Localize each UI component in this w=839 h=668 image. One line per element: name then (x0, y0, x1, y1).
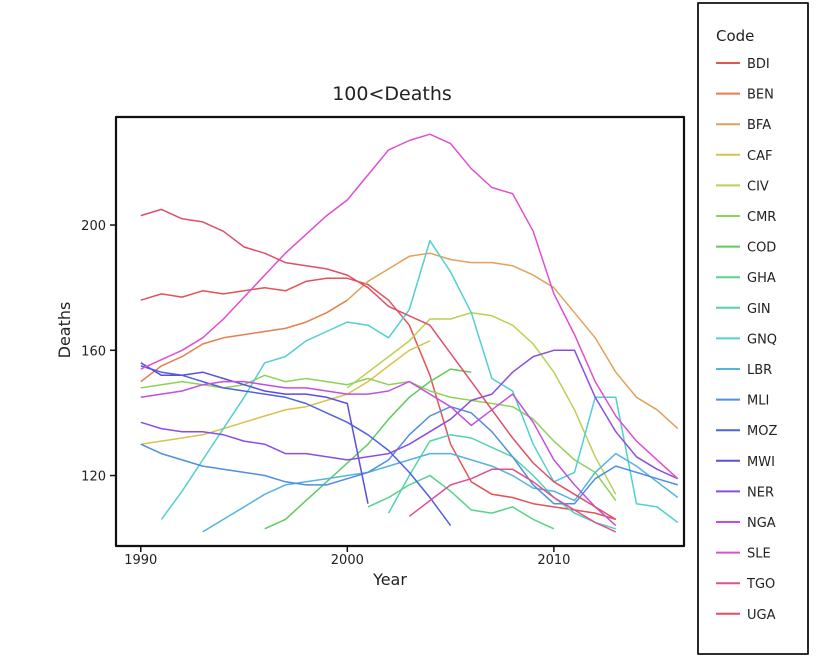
y-tick-label: 200 (81, 219, 106, 234)
series-line-uga (140, 208, 617, 521)
series-line-civ (346, 311, 617, 495)
legend-label-cmr: CMR (747, 210, 776, 225)
series-line-nga (140, 380, 617, 527)
chart-title: 100<Deaths (332, 83, 452, 105)
series-line-sle (140, 133, 679, 480)
y-axis-label: Deaths (55, 302, 74, 359)
series-line-caf (140, 340, 431, 445)
legend-label-bdi: BDI (747, 57, 770, 72)
legend-label-mli: MLI (747, 394, 769, 409)
series-line-tgo (408, 468, 617, 533)
series-line-bdi (140, 277, 617, 521)
series-line-cmr (140, 374, 617, 502)
legend-label-uga: UGA (747, 608, 776, 623)
legend-label-gin: GIN (747, 302, 771, 317)
y-tick-label: 160 (81, 344, 106, 359)
legend-label-caf: CAF (747, 149, 772, 164)
legend-label-moz: MOZ (747, 424, 777, 439)
legend-label-gha: GHA (747, 271, 776, 286)
legend-label-ben: BEN (747, 88, 774, 103)
x-tick-label: 2000 (331, 553, 364, 568)
legend-label-mwi: MWI (747, 455, 775, 470)
legend-label-lbr: LBR (747, 363, 772, 378)
x-axis-label: Year (372, 570, 407, 589)
axis-ticks: 1990 2000 2010 120 160 200 (81, 219, 570, 568)
series-line-gin (387, 434, 617, 530)
series-line-gha (367, 474, 555, 530)
series-line-lbr (202, 452, 679, 533)
legend-label-ner: NER (747, 485, 774, 500)
legend-label-gnq: GNQ (747, 332, 777, 347)
legend-label-civ: CIV (747, 179, 769, 194)
legend-label-bfa: BFA (747, 118, 771, 133)
series-lines (140, 133, 679, 533)
x-tick-label: 2010 (537, 553, 570, 568)
series-line-mli (140, 405, 679, 505)
legend-label-cod: COD (747, 241, 776, 256)
plot-frame (114, 115, 686, 548)
legend-label-tgo: TGO (746, 577, 775, 592)
y-tick-label: 120 (81, 470, 106, 485)
legend-label-sle: SLE (747, 547, 771, 562)
series-line-ben (140, 299, 348, 383)
series-line-mwi (140, 362, 369, 504)
x-tick-label: 1990 (124, 553, 157, 568)
series-line-cod (264, 368, 472, 530)
legend-title: Code (716, 27, 754, 45)
series-line-moz (140, 365, 452, 527)
legend-label-nga: NGA (747, 516, 776, 531)
legend-items: BDI BEN BFA CAF CIV CMR COD GHA GIN GNQ LBR MLI MOZ M… (716, 57, 777, 623)
series-line-ner (140, 349, 679, 480)
series-line-bfa (346, 252, 679, 430)
